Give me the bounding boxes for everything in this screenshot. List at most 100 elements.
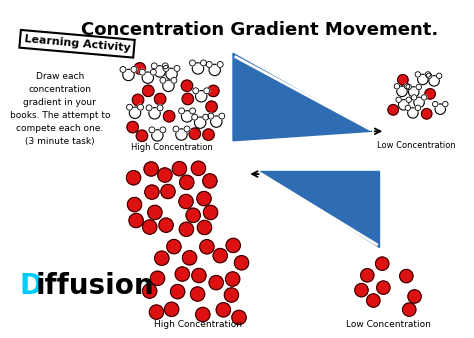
Circle shape <box>160 127 166 133</box>
Circle shape <box>186 208 201 222</box>
Circle shape <box>203 114 209 120</box>
Circle shape <box>216 303 230 317</box>
Circle shape <box>182 93 193 105</box>
Circle shape <box>203 205 218 220</box>
Circle shape <box>158 168 172 182</box>
Circle shape <box>179 108 184 114</box>
Circle shape <box>209 275 223 290</box>
Circle shape <box>171 77 177 83</box>
Circle shape <box>405 105 410 111</box>
Circle shape <box>160 77 166 83</box>
Circle shape <box>411 95 417 100</box>
Circle shape <box>398 75 408 85</box>
Circle shape <box>159 218 173 232</box>
Circle shape <box>146 105 152 111</box>
Circle shape <box>173 126 179 132</box>
Circle shape <box>355 284 368 297</box>
Text: D: D <box>20 272 43 300</box>
Circle shape <box>404 83 410 89</box>
Circle shape <box>406 97 411 102</box>
Circle shape <box>201 60 207 66</box>
Circle shape <box>189 128 201 139</box>
Circle shape <box>388 104 399 115</box>
Circle shape <box>209 64 220 76</box>
Circle shape <box>149 127 155 133</box>
Circle shape <box>421 95 427 100</box>
Circle shape <box>400 269 413 283</box>
Circle shape <box>176 129 187 140</box>
Circle shape <box>408 108 418 118</box>
Circle shape <box>409 87 419 97</box>
Circle shape <box>144 162 158 176</box>
Circle shape <box>429 76 439 86</box>
Text: Learning Activity: Learning Activity <box>24 34 130 53</box>
Circle shape <box>120 67 126 72</box>
Circle shape <box>180 175 194 190</box>
Circle shape <box>155 251 169 265</box>
Circle shape <box>425 72 430 77</box>
Circle shape <box>190 60 195 66</box>
Text: Low Concentration: Low Concentration <box>377 141 456 150</box>
Polygon shape <box>260 171 379 247</box>
Text: High Concentration: High Concentration <box>131 143 213 152</box>
Circle shape <box>196 307 210 322</box>
Circle shape <box>143 220 157 234</box>
Text: Low Concentration: Low Concentration <box>346 319 430 329</box>
Circle shape <box>415 105 420 111</box>
Circle shape <box>190 108 196 114</box>
Circle shape <box>191 114 198 120</box>
Circle shape <box>181 80 193 92</box>
Circle shape <box>129 213 143 227</box>
Circle shape <box>408 290 421 303</box>
Circle shape <box>394 83 400 89</box>
Circle shape <box>182 111 193 122</box>
Circle shape <box>128 197 142 212</box>
Circle shape <box>232 310 246 324</box>
Circle shape <box>136 130 147 142</box>
Circle shape <box>224 288 238 302</box>
Circle shape <box>182 251 197 265</box>
Circle shape <box>208 85 219 97</box>
Text: Concentration Gradient Movement.: Concentration Gradient Movement. <box>81 21 438 39</box>
Circle shape <box>406 84 411 90</box>
Circle shape <box>226 272 240 286</box>
Circle shape <box>139 69 146 75</box>
Circle shape <box>163 66 169 71</box>
Circle shape <box>208 113 214 119</box>
Circle shape <box>375 257 389 270</box>
Circle shape <box>416 84 421 90</box>
Circle shape <box>150 69 156 75</box>
Circle shape <box>193 88 199 94</box>
Circle shape <box>206 101 217 113</box>
Circle shape <box>415 72 420 77</box>
Circle shape <box>143 284 157 298</box>
Circle shape <box>127 171 141 185</box>
Circle shape <box>127 121 138 133</box>
Circle shape <box>219 113 225 119</box>
Circle shape <box>179 194 193 209</box>
Circle shape <box>142 72 154 83</box>
Circle shape <box>435 104 446 114</box>
Circle shape <box>179 222 193 236</box>
Circle shape <box>143 85 154 97</box>
Circle shape <box>397 86 407 97</box>
Circle shape <box>191 287 205 301</box>
Circle shape <box>150 271 164 285</box>
Circle shape <box>174 66 180 71</box>
Circle shape <box>192 268 206 283</box>
Circle shape <box>149 305 164 319</box>
Circle shape <box>154 66 165 77</box>
Circle shape <box>194 117 206 128</box>
Circle shape <box>203 174 217 188</box>
Circle shape <box>226 238 240 252</box>
Circle shape <box>163 80 174 92</box>
Circle shape <box>421 108 432 119</box>
Circle shape <box>361 269 374 282</box>
Circle shape <box>213 248 228 263</box>
Circle shape <box>171 285 185 299</box>
Circle shape <box>399 100 409 110</box>
Polygon shape <box>233 53 372 141</box>
Circle shape <box>426 73 432 78</box>
Circle shape <box>443 101 448 107</box>
Circle shape <box>432 101 438 107</box>
